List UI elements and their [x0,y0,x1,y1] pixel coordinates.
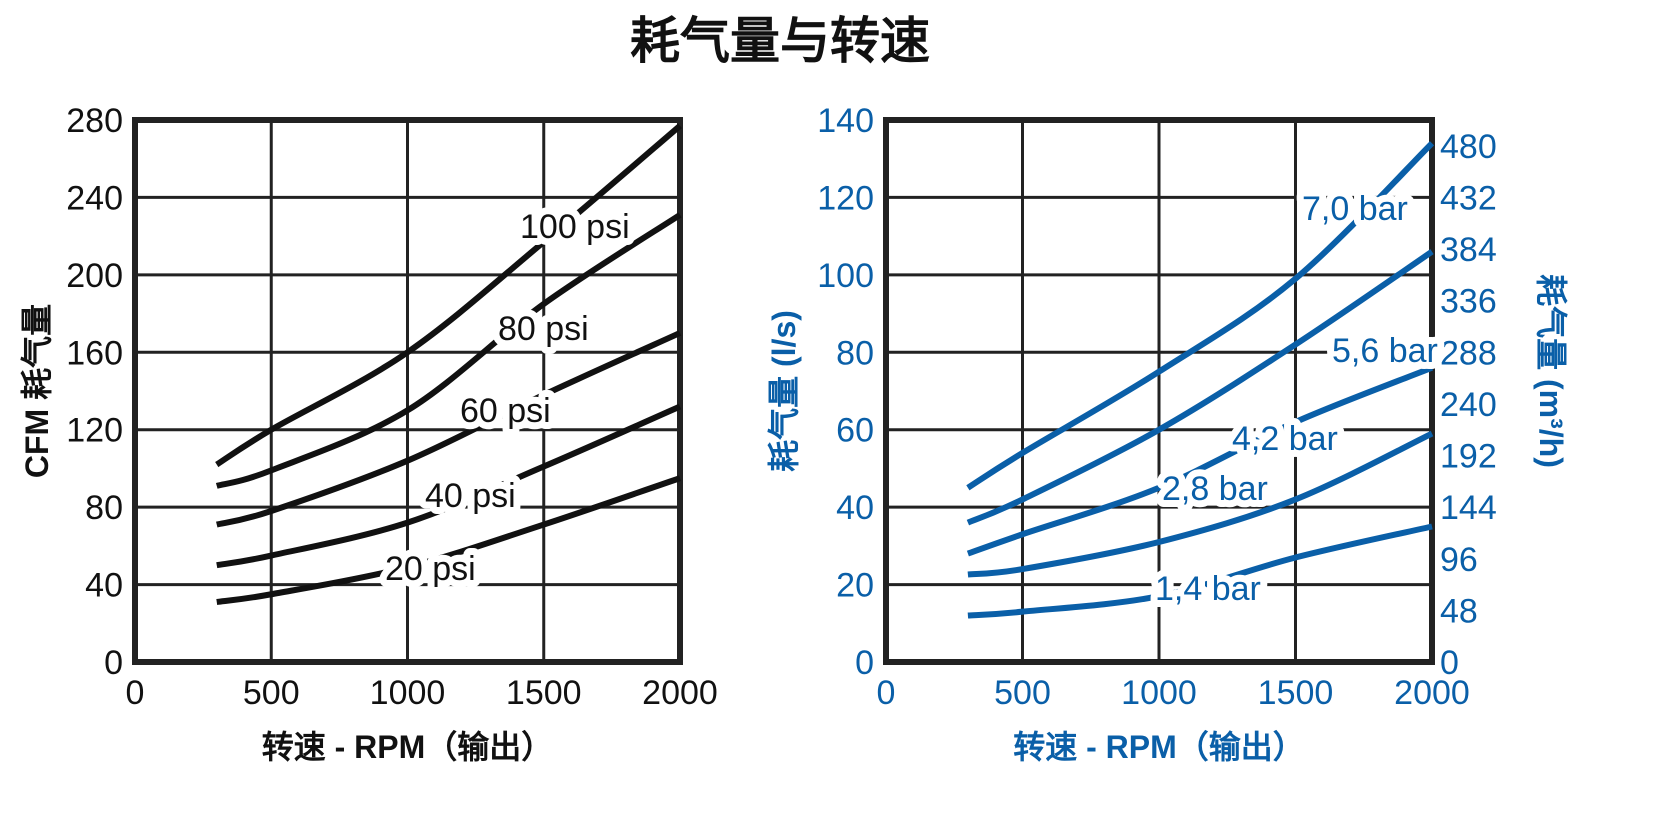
y-tick-label: 60 [836,412,874,450]
y-right-tick-label: 0 [1440,644,1459,682]
series-label: 1,4 bar [1155,570,1261,608]
x-tick-label: 2000 [642,674,718,712]
series-line-40-psi [216,403,682,569]
y-right-tick-label: 336 [1440,283,1497,321]
y-tick-label: 100 [817,257,874,295]
x-tick-label: 2000 [1394,674,1470,712]
x-tick-label: 500 [243,674,300,712]
y-right-tick-label: 192 [1440,438,1497,476]
y-tick-label: 140 [817,102,874,140]
series-label: 40 psi [425,477,516,515]
x-axis-label: 转速 - RPM（输出） [1013,729,1305,765]
y-right-tick-label: 240 [1440,386,1497,424]
y-tick-label: 40 [836,489,874,527]
y-tick-label: 160 [66,334,123,372]
series-line-4-2-bar [966,364,1434,557]
y-right-tick-label: 384 [1440,231,1497,269]
series-label: 2,8 bar [1162,470,1268,508]
y-right-tick-label: 480 [1440,128,1497,166]
x-tick-label: 1000 [1121,674,1197,712]
y-tick-label: 80 [85,489,123,527]
y-right-axis-label: 耗气量 (m³/h) [1533,274,1569,468]
series-line-20-psi [216,475,681,605]
series-line-100-psi [215,123,682,468]
x-tick-label: 1000 [370,674,446,712]
y-tick-label: 120 [817,179,874,217]
series-line-5-6-bar [966,249,1434,526]
y-tick-label: 0 [104,644,123,682]
chart-title: 耗气量与转速 [630,13,930,69]
x-tick-label: 1500 [1258,674,1334,712]
y-tick-label: 40 [85,567,123,605]
y-tick-label: 240 [66,179,123,217]
y-right-tick-label: 144 [1440,489,1497,527]
y-right-tick-label: 48 [1440,592,1478,630]
y-tick-label: 120 [66,412,123,450]
cfm-panel: 0 500 1000 1500 2000 0 40 80 120 160 200 240 280 转速 -… [19,102,718,765]
y-axis-label: 耗气量 (l/s) [766,310,802,472]
series-label: 4,2 bar [1232,420,1338,458]
plot-frame [883,117,1435,665]
y-tick-label: 200 [66,257,123,295]
series-label: 20 psi [385,550,476,588]
series-label: 60 psi [460,392,551,430]
y-tick-label: 80 [836,334,874,372]
series-line-1-4-bar [967,523,1433,619]
series-line-80-psi [215,212,682,489]
x-tick-label: 1500 [506,674,582,712]
y-right-tick-label: 432 [1440,179,1497,217]
y-tick-label: 280 [66,102,123,140]
x-axis-label: 转速 - RPM（输出） [262,729,554,765]
y-right-tick-label: 96 [1440,541,1478,579]
x-tick-label: 0 [126,674,145,712]
plot-frame [132,117,683,665]
series-label: 7,0 bar [1302,190,1408,228]
y-tick-label: 20 [836,567,874,605]
series-label: 100 psi [520,208,630,246]
x-tick-label: 0 [877,674,896,712]
series-line-60-psi [216,330,682,528]
y-right-tick-label: 288 [1440,334,1497,372]
y-tick-label: 0 [855,644,874,682]
metric-panel: 0 500 1000 1500 2000020406080100120140048961… [766,102,1569,765]
series-line-2-8-bar [967,430,1434,578]
series-label: 5,6 bar [1332,332,1438,370]
series-label: 80 psi [498,310,589,348]
series-line-7-0-bar [966,141,1435,491]
x-tick-label: 500 [994,674,1051,712]
y-axis-label: CFM 耗气量 [19,304,55,478]
